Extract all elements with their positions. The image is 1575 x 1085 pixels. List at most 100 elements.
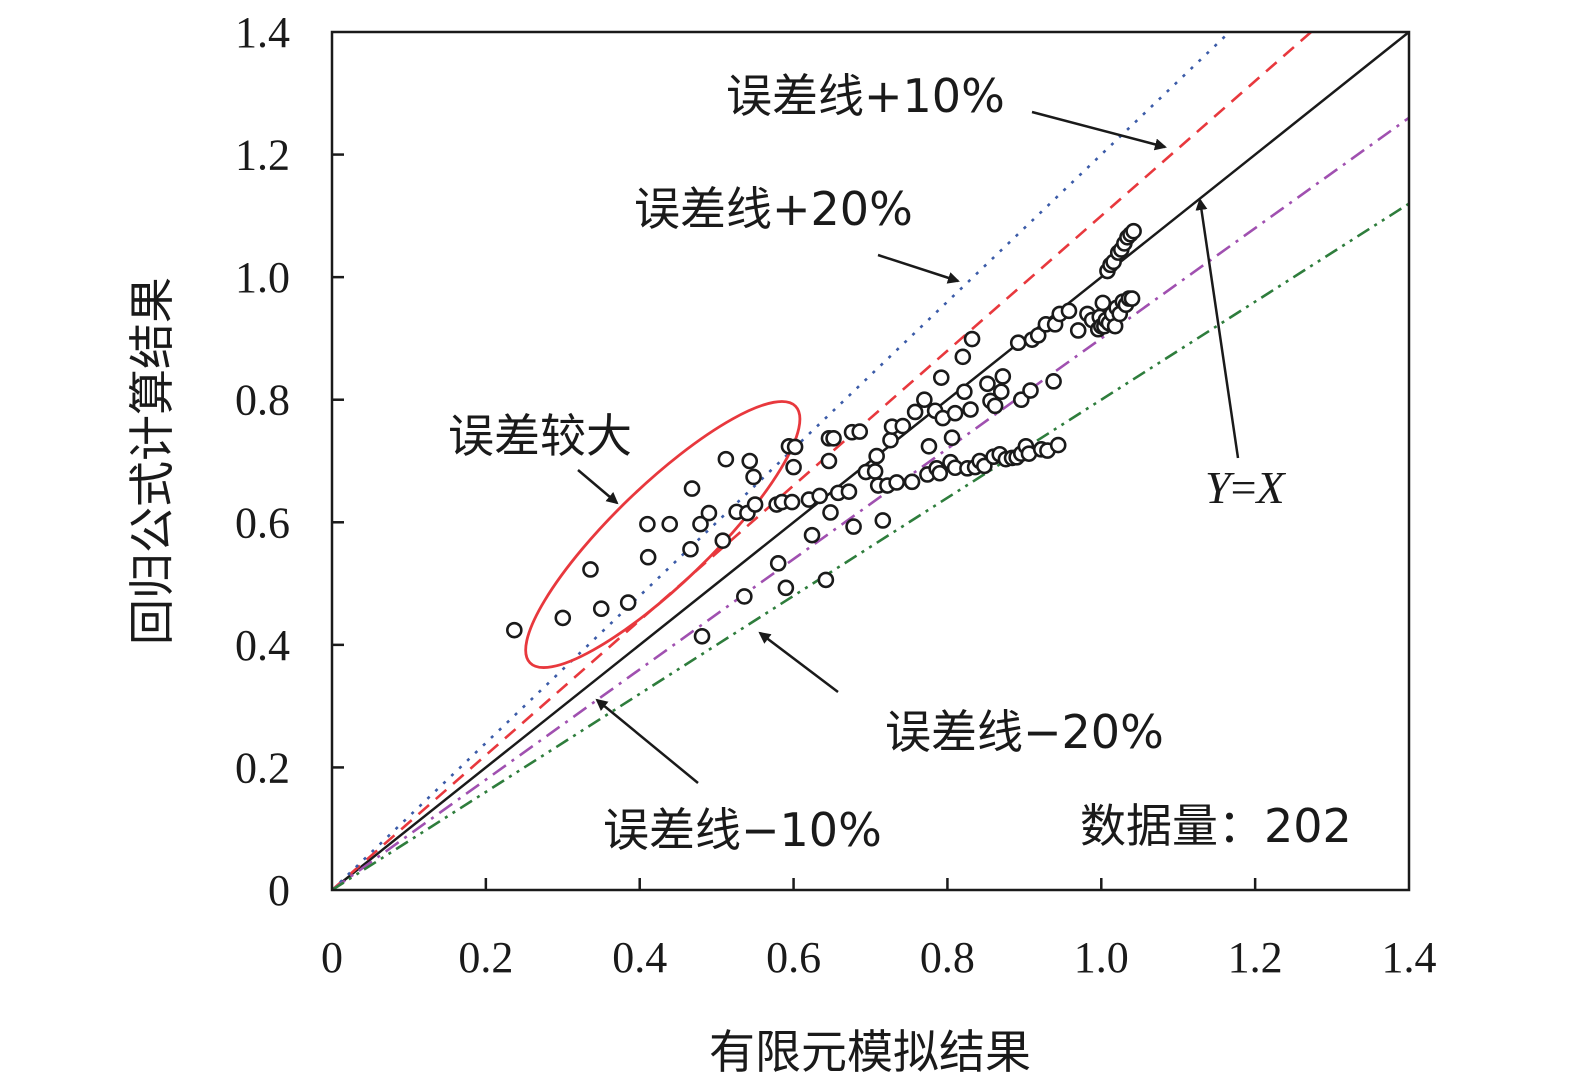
y-tick-label: 0.4 [235,621,290,670]
data-point [994,368,1012,385]
highlight-layer [524,400,802,669]
annotation-yx-eq: = [1231,462,1257,513]
data-point [822,504,839,521]
data-point [619,594,637,611]
data-point [785,458,802,476]
reference-line-4 [331,202,1410,892]
data-point [1069,322,1087,339]
y-axis-ticks: 0 0.2 0.4 0.6 0.8 1.0 1.2 1.4 [235,8,344,915]
data-point [903,473,921,491]
data-point [906,403,924,421]
data-point [1029,327,1047,344]
data-point [931,464,949,482]
data-point [769,555,787,572]
data-point [840,483,858,500]
data-point [986,397,1004,415]
y-tick-label: 0.6 [235,498,290,547]
data-point [682,540,699,558]
data-point [992,383,1010,401]
data-point [506,621,523,639]
data-point [882,431,899,449]
x-axis-title: 有限元模拟结果 [709,1025,1031,1079]
x-tick-label: 0.4 [612,933,667,982]
reference-line-2 [331,31,1231,891]
data-point [825,430,842,447]
data-point [692,515,709,533]
y-tick-label: 0.8 [235,376,290,425]
arrow-minus20 [758,631,839,693]
x-tick-label: 0.6 [766,933,821,982]
data-point [1045,373,1062,390]
data-point [962,401,979,418]
data-point [820,452,838,470]
data-point [745,468,762,486]
data-point [1022,382,1039,399]
data-point [979,375,996,393]
large-error-ellipse [524,400,802,669]
data-point [845,518,862,535]
y-tick-label: 1.4 [235,8,290,57]
x-tick-label: 1.4 [1382,933,1437,982]
data-point [1060,302,1078,320]
arrow-plus10 [1031,110,1167,151]
data-point [888,474,905,491]
data-point [932,369,950,386]
data-point [851,423,869,440]
data-point [1125,222,1142,240]
data-point [661,515,679,533]
data-point [954,348,972,366]
data-point [700,504,718,522]
arrow-minus10 [595,698,699,784]
annotation-plus20: 误差线+20% [634,182,913,236]
annotation-minus10: 误差线−10% [603,803,882,857]
x-tick-label: 1.2 [1228,933,1283,982]
data-point [866,463,884,480]
annotation-count: 数据量：202 [1080,799,1352,853]
data-point [1009,334,1027,352]
arrow-plus20 [877,253,960,284]
data-point [783,493,801,511]
data-point [946,404,964,422]
reference-line-3 [331,116,1410,892]
data-points [506,222,1142,645]
data-point [963,330,981,348]
data-point [693,627,711,645]
data-point [786,438,804,456]
data-point [683,480,701,497]
annotation-yx: Y=X [1205,462,1287,513]
data-point [554,609,572,627]
x-tick-label: 1.0 [1074,933,1129,982]
data-point [717,450,735,468]
data-point [1123,290,1141,307]
x-tick-label: 0.2 [458,933,513,982]
data-point [817,571,835,589]
plot-frame [330,30,1411,892]
data-point [811,487,829,505]
data-point [916,391,933,409]
y-tick-label: 0.2 [235,743,290,792]
y-tick-label: 1.0 [235,253,290,302]
arrow-large-error [577,469,619,505]
y-tick-label: 0 [268,866,290,915]
data-point [894,417,912,435]
data-point [639,515,656,533]
data-point [1049,436,1067,454]
data-point [868,447,885,465]
x-tick-label: 0.8 [920,933,975,982]
data-point [714,532,732,549]
data-point [956,383,973,401]
data-point [741,452,759,470]
x-axis-ticks: 0 0.2 0.4 0.6 0.8 1.0 1.2 1.4 [321,878,1437,982]
data-point [746,496,764,513]
data-point [943,429,961,447]
y-axis-title: 回归公式计算结果 [125,277,179,645]
data-point [1094,294,1112,312]
data-point [920,437,938,455]
data-point [592,600,610,617]
data-point [777,579,795,597]
annotation-minus20: 误差线−20% [885,705,1164,759]
data-point [639,548,657,566]
y-tick-label: 1.2 [235,131,290,180]
data-point [803,526,821,544]
